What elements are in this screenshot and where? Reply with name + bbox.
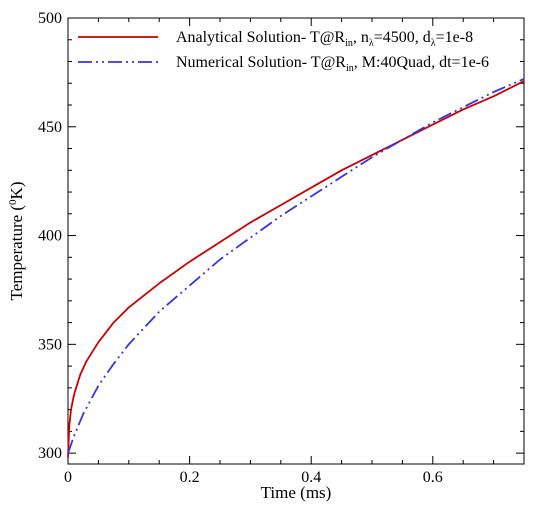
- y-tick-label: 300: [38, 445, 62, 462]
- legend: Analytical Solution- T@Rin, nλ=4500, dλ=…: [78, 29, 489, 74]
- y-axis-label: Temperature (0K): [7, 181, 26, 300]
- y-axis-label-superscript: 0: [7, 199, 19, 205]
- legend-entry-analytical: Analytical Solution- T@Rin, nλ=4500, dλ=…: [176, 29, 473, 49]
- y-tick-label: 450: [38, 119, 62, 136]
- y-tick-label: 350: [38, 336, 62, 353]
- y-axis-label-unit: K): [7, 181, 26, 199]
- x-tick-label: 0: [64, 469, 72, 486]
- y-axis-label-text: Temperature (: [7, 205, 26, 301]
- y-axis-ticks: 300 350 400 450 500: [38, 10, 524, 462]
- x-tick-label: 0.4: [301, 469, 321, 486]
- legend-entry-numerical: Numerical Solution- T@Rin, M:40Quad, dt=…: [176, 54, 489, 74]
- x-tick-label: 0.2: [180, 469, 200, 486]
- y-tick-label: 400: [38, 228, 62, 245]
- series-line-analytical: [67, 80, 525, 458]
- series-layer: [67, 78, 525, 458]
- y-tick-label: 500: [38, 10, 62, 27]
- x-tick-label: 0.6: [423, 469, 443, 486]
- plot-frame: [67, 17, 525, 465]
- x-axis-label: Time (ms): [261, 483, 332, 502]
- x-axis-ticks: 0 0.2 0.4 0.6: [64, 18, 525, 486]
